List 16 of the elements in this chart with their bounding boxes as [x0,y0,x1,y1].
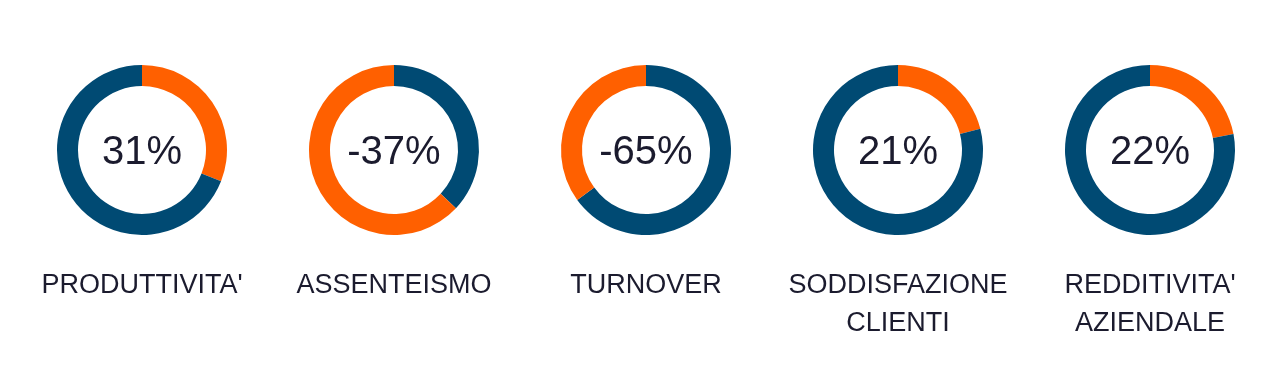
donut-slice [813,65,983,235]
donut-slice [57,65,222,235]
text: -37% [346,127,442,174]
text: ASSENTEISMO [295,268,493,301]
text: PRODUTTIVITA' [40,268,244,301]
donut-slice [309,65,456,235]
text: 22% [1108,127,1192,174]
text: SODDISFAZIONE CLIENTI [787,268,1009,339]
text: REDDITIVITA' AZIENDALE [1063,268,1237,339]
text: 21% [856,127,940,174]
text: 31% [100,127,184,174]
donut-slice [577,65,731,235]
text: TURNOVER [569,268,723,301]
donut-slice [1065,65,1235,235]
text: -65% [598,127,694,174]
donut-slice [898,65,981,135]
